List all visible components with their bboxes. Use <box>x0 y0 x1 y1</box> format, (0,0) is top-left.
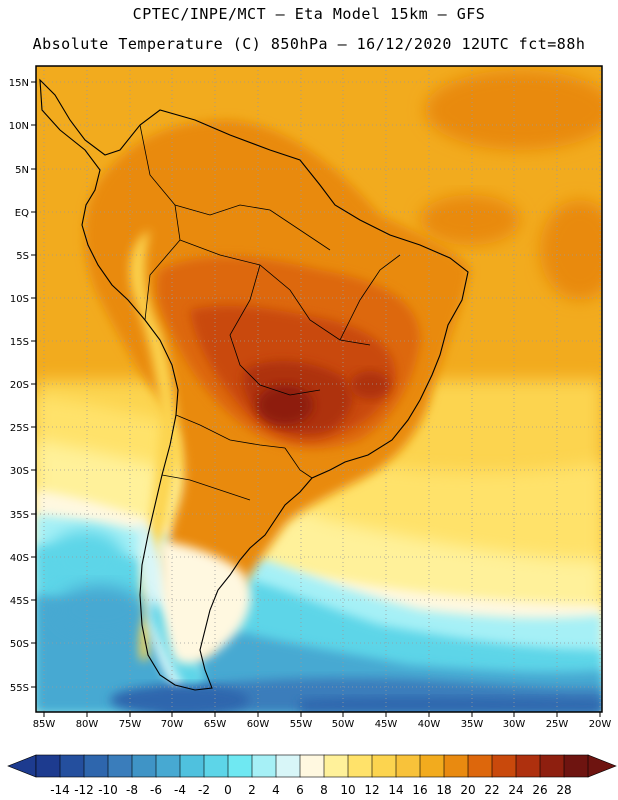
lat-label: 30S <box>10 466 29 477</box>
colorbar-swatch <box>299 754 325 778</box>
colorbar-swatch <box>227 754 253 778</box>
colorbar-label: 0 <box>224 783 232 797</box>
colorbar-max-arrow <box>587 754 617 778</box>
colorbar-swatch <box>203 754 229 778</box>
colorbar-swatch <box>539 754 565 778</box>
colorbar-swatch <box>491 754 517 778</box>
longitude-labels: 85W 80W 75W 70W 65W 60W 55W 50W 45W 40W … <box>33 719 612 730</box>
lon-label: 35W <box>461 719 484 730</box>
colorbar-swatch <box>275 754 301 778</box>
colorbar-label: -12 <box>74 783 94 797</box>
lon-label: 80W <box>76 719 99 730</box>
lon-label: 40W <box>418 719 441 730</box>
lat-label: 40S <box>10 553 29 564</box>
colorbar-labels: -14 -12 -10 -8 -6 -4 -2 0 2 4 6 8 10 12 14 16 18 20 22 24 26… <box>50 783 571 797</box>
lat-label: 45S <box>10 596 29 607</box>
lon-label: 70W <box>161 719 184 730</box>
lat-label: 10S <box>10 294 29 305</box>
country-borders <box>139 124 401 501</box>
colorbar-label: 2 <box>248 783 256 797</box>
lon-label: 20W <box>589 719 612 730</box>
temperature-field <box>36 66 602 712</box>
colorbar-swatch <box>155 754 181 778</box>
lat-label: 5N <box>15 165 29 176</box>
colorbar-label: 10 <box>340 783 355 797</box>
lat-label: 35S <box>10 510 29 521</box>
lat-label: 25S <box>10 423 29 434</box>
colorbar-swatch <box>443 754 469 778</box>
lon-label: 75W <box>119 719 142 730</box>
lon-label: 50W <box>332 719 355 730</box>
colorbar-swatch <box>563 754 589 778</box>
colorbar-swatch <box>395 754 421 778</box>
south-america-coastline <box>39 78 469 691</box>
colorbar-label: -4 <box>174 783 186 797</box>
colorbar-swatch <box>35 754 61 778</box>
colorbar-swatch <box>467 754 493 778</box>
colorbar-swatch <box>131 754 157 778</box>
colorbar <box>7 754 617 778</box>
colorbar-label: -6 <box>150 783 162 797</box>
colorbar-label: 14 <box>388 783 403 797</box>
colorbar-label: -10 <box>98 783 118 797</box>
colorbar-swatch <box>83 754 109 778</box>
chart-title: CPTEC/INPE/MCT – Eta Model 15km – GFS <box>132 5 486 23</box>
latitude-labels: 15N 10N 5N EQ 5S 10S 15S 20S 25S 30S 35S… <box>9 78 29 694</box>
lat-label: 15N <box>9 78 29 89</box>
map-frame <box>35 65 603 713</box>
colorbar-swatch <box>347 754 373 778</box>
colorbar-label: -14 <box>50 783 70 797</box>
chart-subtitle: Absolute Temperature (C) 850hPa – 16/12/… <box>32 35 586 53</box>
colorbar-label: 6 <box>296 783 304 797</box>
lat-label: EQ <box>15 208 29 219</box>
colorbar-min-arrow <box>7 754 37 778</box>
lon-label: 65W <box>204 719 227 730</box>
colorbar-label: -8 <box>126 783 138 797</box>
colorbar-swatch <box>323 754 349 778</box>
colorbar-swatch <box>107 754 133 778</box>
colorbar-label: -2 <box>198 783 210 797</box>
axis-ticks <box>31 81 601 717</box>
lat-label: 50S <box>10 639 29 650</box>
colorbar-swatch <box>59 754 85 778</box>
lat-label: 15S <box>10 337 29 348</box>
lon-label: 55W <box>290 719 313 730</box>
colorbar-label: 18 <box>436 783 451 797</box>
colorbar-label: 8 <box>320 783 328 797</box>
colorbar-swatch <box>371 754 397 778</box>
colorbar-label: 22 <box>484 783 499 797</box>
lon-label: 25W <box>546 719 569 730</box>
colorbar-label: 12 <box>364 783 379 797</box>
colorbar-label: 26 <box>532 783 547 797</box>
lon-label: 85W <box>33 719 56 730</box>
lon-label: 30W <box>503 719 526 730</box>
lat-label: 10N <box>9 121 29 132</box>
colorbar-label: 4 <box>272 783 280 797</box>
lon-label: 60W <box>247 719 270 730</box>
colorbar-label: 24 <box>508 783 523 797</box>
colorbar-swatch <box>515 754 541 778</box>
colorbar-swatch <box>251 754 277 778</box>
colorbar-swatch <box>419 754 445 778</box>
colorbar-label: 16 <box>412 783 427 797</box>
lat-label: 5S <box>16 251 29 262</box>
lat-label: 20S <box>10 380 29 391</box>
lat-label: 55S <box>10 683 29 694</box>
colorbar-swatch <box>179 754 205 778</box>
colorbar-label: 28 <box>556 783 571 797</box>
lon-label: 45W <box>375 719 398 730</box>
colorbar-label: 20 <box>460 783 475 797</box>
